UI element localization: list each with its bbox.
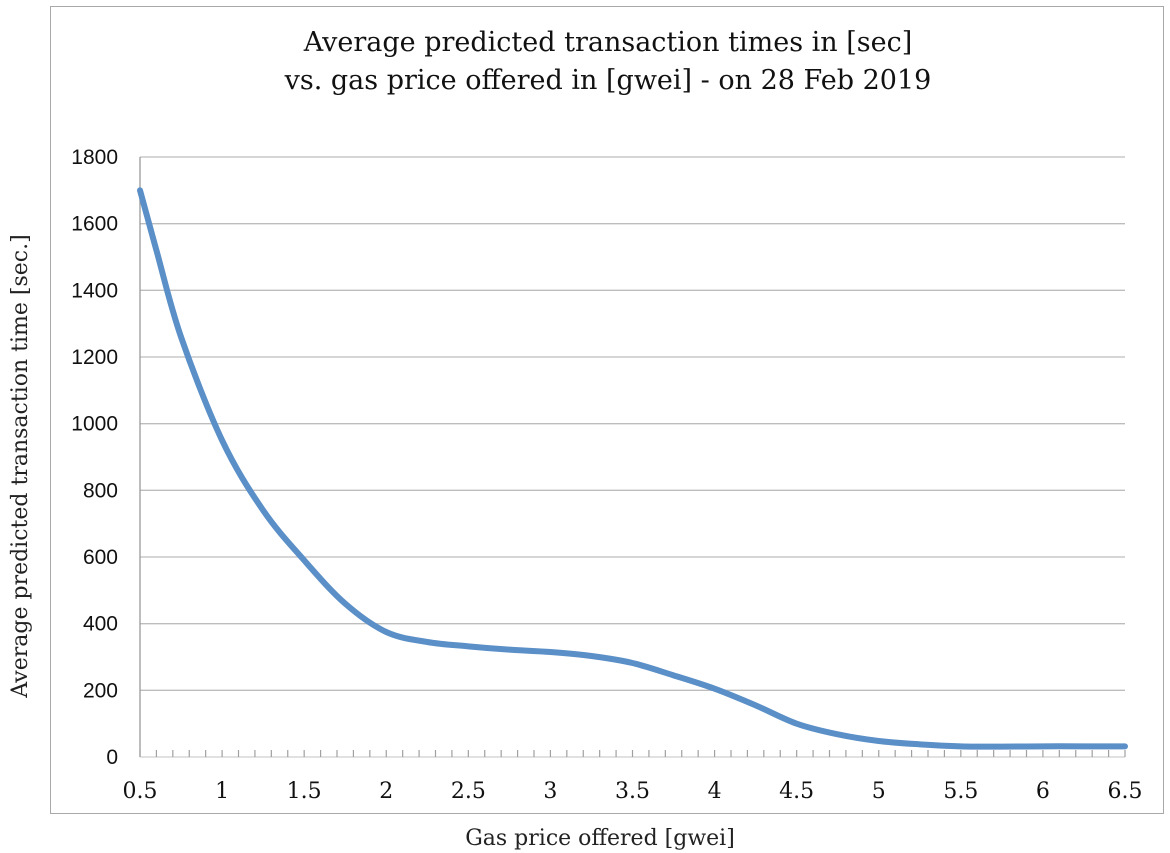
series-layer bbox=[137, 187, 1128, 750]
series-line bbox=[137, 187, 1128, 750]
label-layer: 0 200 400 600 800 1000 1200 1400 1600 1800 0.5 1 1.5… bbox=[71, 146, 1142, 804]
x-tick-label: 1.5 bbox=[287, 779, 322, 804]
y-tick-label: 0 bbox=[106, 746, 118, 769]
y-tick-label: 600 bbox=[83, 546, 118, 569]
x-tick-label: 2 bbox=[379, 779, 393, 804]
x-tick-label: 6.5 bbox=[1108, 779, 1143, 804]
y-tick-label: 1200 bbox=[71, 346, 118, 369]
x-tick-label: 0.5 bbox=[123, 779, 158, 804]
x-tick-label: 5.5 bbox=[943, 779, 978, 804]
y-tick-label: 1800 bbox=[71, 146, 118, 169]
chart-subtitle: vs. gas price offered in [gwei] - on 28 … bbox=[284, 65, 932, 96]
chart-title: Average predicted transaction times in [… bbox=[303, 27, 913, 58]
x-tick-label: 4 bbox=[708, 779, 722, 804]
x-tick-label: 2.5 bbox=[451, 779, 486, 804]
y-tick-label: 200 bbox=[83, 679, 118, 702]
y-tick-label: 1400 bbox=[71, 279, 118, 302]
x-tick-label: 3 bbox=[543, 779, 557, 804]
x-tick-label: 1 bbox=[215, 779, 229, 804]
y-tick-label: 1600 bbox=[71, 213, 118, 236]
x-tick-label: 6 bbox=[1036, 779, 1050, 804]
x-tick-label: 4.5 bbox=[779, 779, 814, 804]
y-tick-label: 400 bbox=[83, 613, 118, 636]
x-tick-label: 5 bbox=[872, 779, 886, 804]
y-axis-title: Average predicted transaction time [sec.… bbox=[8, 234, 33, 698]
y-tick-label: 800 bbox=[83, 479, 118, 502]
x-tick-label: 3.5 bbox=[615, 779, 650, 804]
chart-svg: 0 200 400 600 800 1000 1200 1400 1600 1800 0.5 1 1.5… bbox=[71, 27, 1142, 804]
chart-frame: 0 200 400 600 800 1000 1200 1400 1600 1800 0.5 1 1.5… bbox=[50, 6, 1164, 814]
axis-layer bbox=[139, 157, 1126, 758]
y-tick-label: 1000 bbox=[71, 413, 118, 436]
x-axis-title: Gas price offered [gwei] bbox=[465, 826, 735, 851]
grid-layer bbox=[140, 156, 1125, 691]
